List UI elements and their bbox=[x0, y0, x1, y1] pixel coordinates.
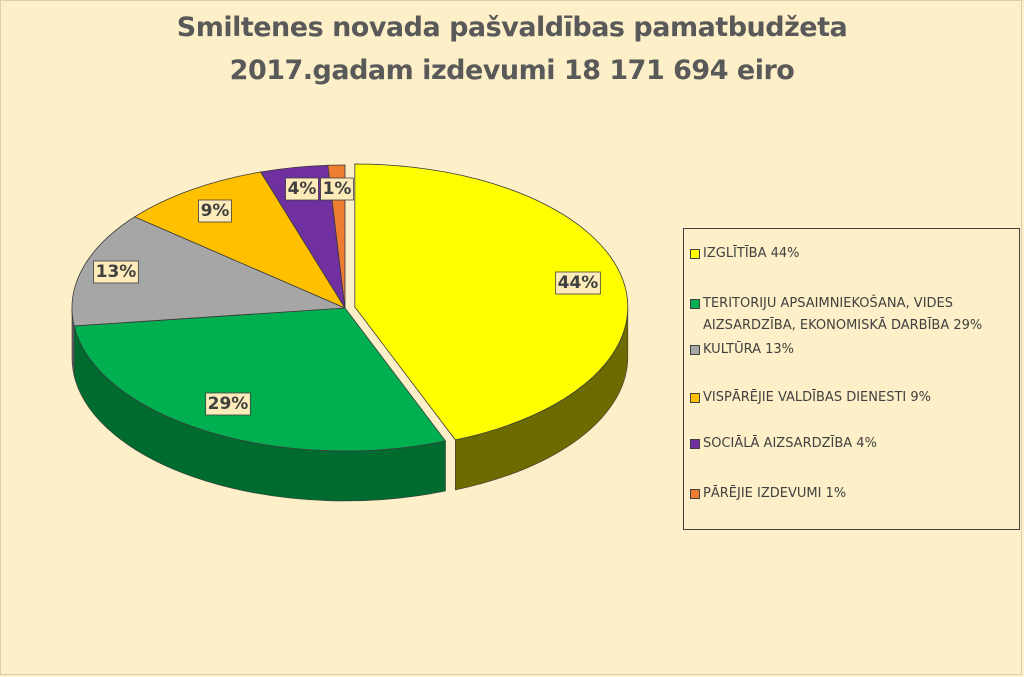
data-labels: 44% 29% 13% 9% 4% 1% bbox=[93, 177, 601, 416]
data-label-box-1 bbox=[205, 392, 251, 416]
legend-item: TERITORIJU APSAIMNIEKOŠANA, VIDES AIZSAR… bbox=[690, 293, 1008, 337]
legend: IZGLĪTĪBA 44% TERITORIJU APSAIMNIEKOŠANA,… bbox=[683, 228, 1020, 530]
pie-slice-0 bbox=[354, 163, 629, 441]
legend-swatch bbox=[690, 345, 700, 355]
legend-swatch bbox=[690, 393, 700, 403]
legend-swatch bbox=[690, 439, 700, 449]
legend-label: SOCIĀLĀ AIZSARDZĪBA 4% bbox=[703, 436, 877, 451]
legend-label: VISPĀRĒJIE VALDĪBAS DIENESTI 9% bbox=[703, 390, 931, 405]
data-label-1: 29% bbox=[208, 394, 249, 414]
legend-item: VISPĀRĒJIE VALDĪBAS DIENESTI 9% bbox=[690, 387, 1008, 409]
chart-title-line-2: 2017.gadam izdevumi 18 171 694 eiro bbox=[229, 55, 795, 86]
data-label-box-5 bbox=[320, 177, 354, 201]
pie-slice-3 bbox=[133, 171, 347, 309]
pie-slice-2 bbox=[71, 216, 346, 327]
legend-swatch bbox=[690, 299, 700, 309]
legend-label: IZGLĪTĪBA 44% bbox=[703, 246, 800, 261]
legend-item: PĀRĒJIE IZDEVUMI 1% bbox=[690, 483, 1008, 505]
pie-slice-1 bbox=[73, 307, 447, 452]
legend-item: IZGLĪTĪBA 44% bbox=[690, 243, 1008, 265]
data-label-0: 44% bbox=[558, 273, 599, 293]
data-label-box-0 bbox=[555, 271, 601, 295]
legend-swatch bbox=[690, 489, 700, 499]
legend-item: SOCIĀLĀ AIZSARDZĪBA 4% bbox=[690, 433, 1008, 455]
legend-label: PĀRĒJIE IZDEVUMI 1% bbox=[703, 486, 847, 501]
data-label-5: 1% bbox=[323, 179, 352, 199]
pie-slice-5 bbox=[327, 164, 346, 309]
data-label-4: 4% bbox=[288, 179, 317, 199]
legend-swatch bbox=[690, 249, 700, 259]
legend-label: KULTŪRA 13% bbox=[703, 342, 795, 357]
legend-item: KULTŪRA 13% bbox=[690, 339, 1008, 361]
legend-label: TERITORIJU APSAIMNIEKOŠANA, VIDES AIZSAR… bbox=[703, 296, 983, 333]
pie-tops bbox=[71, 163, 629, 452]
data-label-3: 9% bbox=[201, 201, 230, 221]
data-label-2: 13% bbox=[96, 262, 137, 282]
chart-title-line-1: Smiltenes novada pašvaldības pamatbudžet… bbox=[176, 12, 848, 43]
data-label-box-4 bbox=[285, 177, 319, 201]
data-label-box-3 bbox=[198, 199, 232, 223]
data-label-box-2 bbox=[93, 260, 139, 284]
